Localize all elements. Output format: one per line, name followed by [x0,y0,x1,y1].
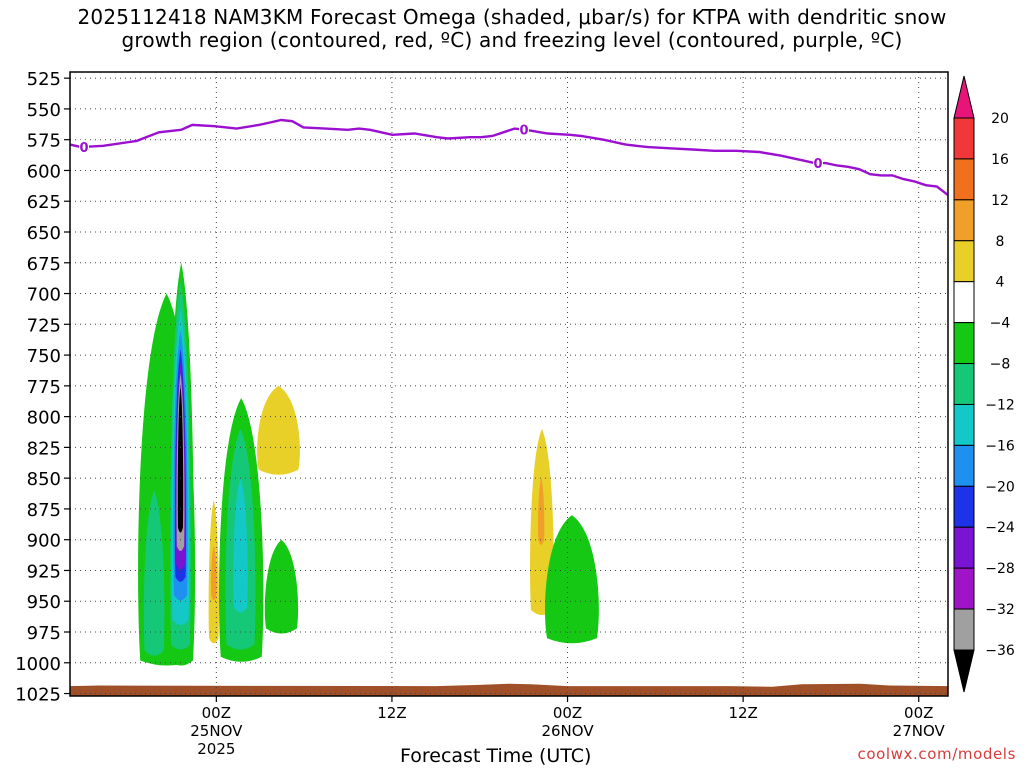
colorbar-swatch [953,567,975,610]
freezing-level-label-bg [519,122,529,137]
colorbar-swatch [953,240,975,283]
colorbar-swatch [953,403,975,446]
colorbar-label: −32 [985,602,1015,618]
omega-positive-23z-core [538,478,545,545]
colorbar-swatch [953,158,975,201]
y-tick-label: 1025 [15,685,61,706]
colorbar-swatch [953,608,975,651]
y-tick-label: 675 [27,254,61,275]
colorbar-swatch [953,281,975,324]
y-tick-label: 650 [27,223,61,244]
y-tick-label: 700 [27,285,61,306]
colorbar-swatch [953,363,975,405]
colorbar-label: −8 [990,357,1011,373]
y-tick-label: 900 [27,531,61,552]
colorbar-bottom-arrow [953,649,975,693]
colorbar-label: 16 [991,152,1009,168]
y-tick-label: 725 [27,315,61,336]
colorbar-swatch [953,117,975,160]
y-tick-label: 550 [27,100,61,121]
colorbar-label: −36 [985,643,1015,659]
x-tick-label: 12Z [377,704,406,722]
colorbar-label: −4 [990,316,1011,332]
x-tick-label: 26NOV [541,722,594,740]
colorbar-label: −20 [985,479,1015,495]
title-line-1: 2025112418 NAM3KM Forecast Omega (shaded… [77,5,947,29]
freezing-level-label: 0 [519,124,528,139]
x-tick-label: 12Z [728,704,757,722]
colorbar-label: 12 [991,193,1009,209]
y-tick-label: 800 [27,408,61,429]
freezing-level-label: 0 [79,141,88,156]
y-tick-label: 875 [27,500,61,521]
x-tick-label: 00Z [553,704,582,722]
y-tick-label: 625 [27,192,61,213]
y-tick-label: 825 [27,438,61,459]
title-line-2: growth region (contoured, red, ºC) and f… [121,28,903,52]
omega-ascent-01z-16 [233,478,248,613]
colorbar-label: 20 [991,111,1009,127]
omega-ascent-05z [264,539,299,634]
x-tick-label: 25NOV [190,722,243,740]
x-tick-label: 27NOV [893,722,946,740]
y-tick-label: 925 [27,561,61,582]
credit-text: coolwx.com/models [857,745,1016,763]
y-tick-label: 950 [27,592,61,613]
colorbar-label: 4 [996,275,1005,291]
colorbar-top-arrow [953,75,975,119]
freezing-level-label: 0 [813,157,822,172]
y-tick-label: 525 [27,69,61,90]
freezing-level-label-bg [813,156,823,171]
omega-positive-0z-core [210,545,217,601]
colorbar-swatch [953,485,975,528]
x-tick-label: 00Z [202,704,231,722]
colorbar-swatch [953,322,975,365]
y-tick-label: 1000 [15,654,61,675]
y-tick-label: 600 [27,161,61,182]
y-tick-label: 775 [27,377,61,398]
x-axis-label: Forecast Time (UTC) [400,745,592,767]
colorbar-swatch [953,444,975,487]
y-tick-label: 575 [27,131,61,152]
y-tick-label: 975 [27,623,61,644]
omega-ascent-core-36 [177,385,184,533]
freezing-level-label-bg [79,139,89,154]
colorbar-swatch [953,199,975,242]
colorbar-label: −16 [985,438,1015,454]
y-tick-label: 850 [27,469,61,490]
colorbar-swatch [953,526,975,569]
omega-ascent-left-12 [143,490,165,656]
omega-positive-03z [257,385,300,475]
chart-title: 2025112418 NAM3KM Forecast Omega (shaded… [0,6,1024,52]
y-tick-label: 750 [27,346,61,367]
x-tick-label: 2025 [197,740,235,758]
terrain-surface [70,683,948,696]
colorbar-label: −28 [985,561,1015,577]
x-tick-label: 00Z [904,704,933,722]
colorbar-label: −24 [985,520,1015,536]
colorbar-label: −12 [985,397,1015,413]
colorbar-label: 8 [996,234,1005,250]
omega-ascent-26nov [544,515,599,644]
plot-frame [69,71,949,697]
